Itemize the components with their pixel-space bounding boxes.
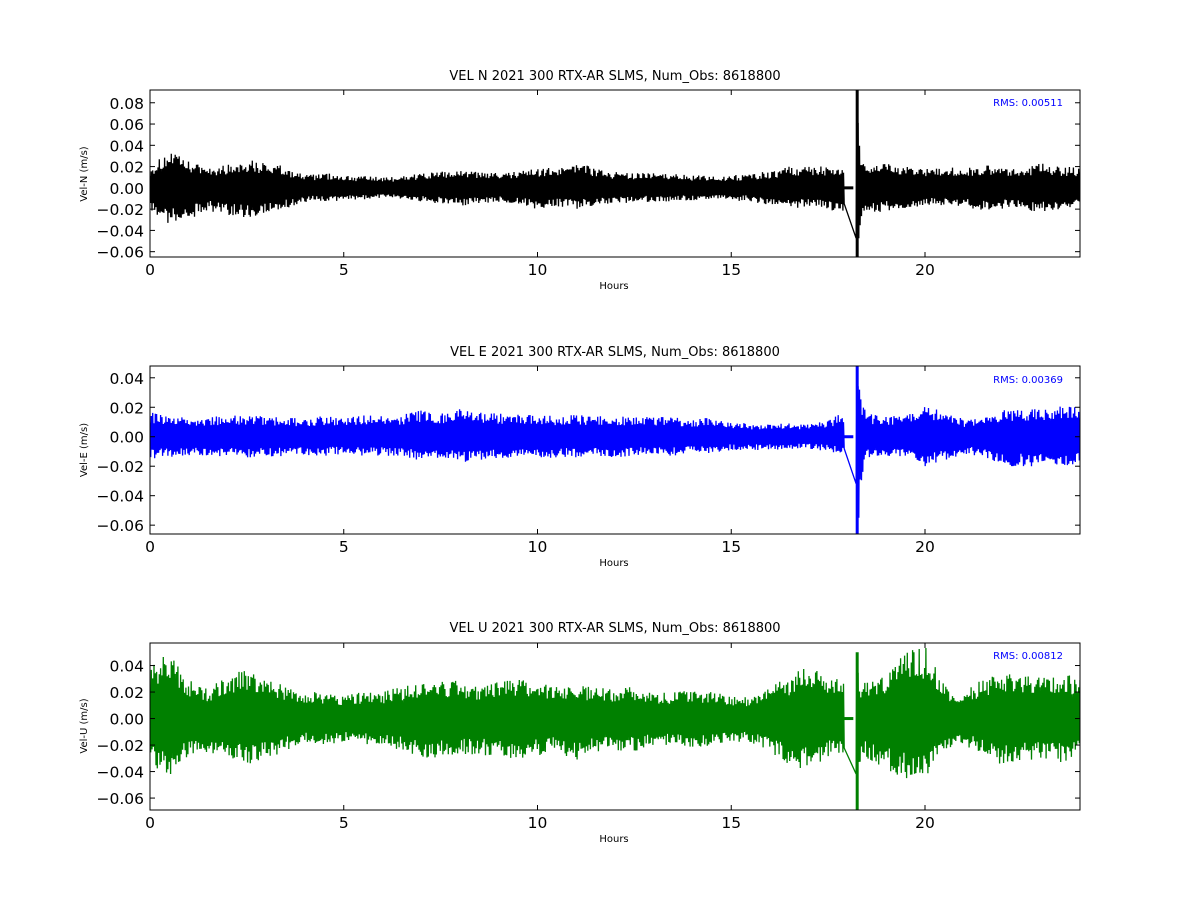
- panel-vel-u-rms: RMS: 0.00812: [993, 651, 1063, 662]
- panel-vel-e: VEL E 2021 300 RTX-AR SLMS, Num_Obs: 861…: [79, 345, 1081, 569]
- panel-vel-n-ytick-label: 0.08: [109, 95, 144, 113]
- panel-vel-e-xtick-label: 0: [145, 538, 155, 556]
- panel-vel-n-ylabel: Vel-N (m/s): [79, 146, 90, 201]
- panel-vel-u-ytick-label: 0.02: [109, 684, 144, 702]
- panel-vel-e-ytick-label: −0.02: [97, 458, 145, 476]
- panel-vel-u-ytick-label: −0.02: [97, 737, 145, 755]
- panel-vel-n-xtick-label: 0: [145, 261, 155, 279]
- panel-vel-n-xtick-label: 5: [339, 261, 349, 279]
- panel-vel-n-xtick-label: 15: [721, 261, 741, 279]
- panel-vel-n-xlabel: Hours: [599, 281, 628, 292]
- panel-vel-u-xtick-label: 15: [721, 814, 741, 832]
- panel-vel-u-xtick-label: 10: [528, 814, 548, 832]
- panel-vel-n-ytick-label: 0.04: [109, 137, 144, 155]
- panel-vel-e-ytick-label: 0.02: [109, 399, 144, 417]
- panel-vel-e-xtick-label: 15: [721, 538, 741, 556]
- panel-vel-u-xtick-label: 0: [145, 814, 155, 832]
- panel-vel-e-xtick-label: 20: [915, 538, 935, 556]
- panel-vel-n: VEL N 2021 300 RTX-AR SLMS, Num_Obs: 861…: [79, 69, 1081, 292]
- panel-vel-e-rms: RMS: 0.00369: [993, 375, 1063, 386]
- panel-vel-u-trace: [150, 647, 1080, 807]
- panel-vel-u-ytick-label: −0.04: [97, 764, 145, 782]
- panel-vel-e-ylabel: Vel-E (m/s): [79, 423, 90, 477]
- panel-vel-u-plot: [150, 647, 1080, 810]
- panel-vel-n-ytick-label: 0.06: [109, 116, 144, 134]
- panel-vel-u-ytick-label: −0.06: [97, 790, 145, 808]
- panel-vel-n-trace: [150, 118, 1080, 239]
- panel-vel-u-ytick-label: 0.04: [109, 658, 144, 676]
- panel-vel-n-title: VEL N 2021 300 RTX-AR SLMS, Num_Obs: 861…: [449, 69, 780, 84]
- panel-vel-e-xlabel: Hours: [599, 558, 628, 569]
- panel-vel-u-xlabel: Hours: [599, 834, 628, 845]
- panel-vel-u-title: VEL U 2021 300 RTX-AR SLMS, Num_Obs: 861…: [449, 621, 780, 636]
- panel-vel-e-xtick-label: 10: [528, 538, 548, 556]
- panel-vel-n-plot: [150, 90, 1080, 257]
- panel-vel-n-ytick-label: 0.02: [109, 159, 144, 177]
- panel-vel-u-ytick-label: 0.00: [109, 711, 144, 729]
- panel-vel-u-axes-frame: [149, 642, 1081, 811]
- panel-vel-e-plot: [150, 366, 1080, 534]
- panel-vel-n-rms: RMS: 0.00511: [993, 98, 1063, 109]
- panel-vel-e-ytick-label: −0.06: [97, 517, 145, 535]
- panel-vel-n-ytick-label: −0.04: [97, 222, 145, 240]
- panel-vel-e-ytick-label: 0.00: [109, 429, 144, 447]
- panel-vel-u-xtick-label: 20: [915, 814, 935, 832]
- panel-vel-e-ytick-label: 0.04: [109, 370, 144, 388]
- panel-vel-n-axes-frame: [149, 89, 1081, 258]
- panel-vel-n-ytick-label: −0.06: [97, 244, 145, 262]
- panel-vel-e-ytick-label: −0.04: [97, 488, 145, 506]
- panel-vel-n-ytick-label: −0.02: [97, 201, 145, 219]
- panel-vel-u-ylabel: Vel-U (m/s): [79, 698, 90, 753]
- panel-vel-e-title: VEL E 2021 300 RTX-AR SLMS, Num_Obs: 861…: [450, 345, 780, 360]
- panel-vel-u: VEL U 2021 300 RTX-AR SLMS, Num_Obs: 861…: [79, 621, 1081, 845]
- panel-vel-n-ytick-label: 0.00: [109, 180, 144, 198]
- panel-vel-e-axes-frame: [149, 365, 1081, 535]
- panel-vel-e-trace: [150, 386, 1080, 518]
- panel-vel-e-xtick-label: 5: [339, 538, 349, 556]
- panel-vel-u-xtick-label: 5: [339, 814, 349, 832]
- panel-vel-n-xtick-label: 20: [915, 261, 935, 279]
- panel-vel-n-xtick-label: 10: [528, 261, 548, 279]
